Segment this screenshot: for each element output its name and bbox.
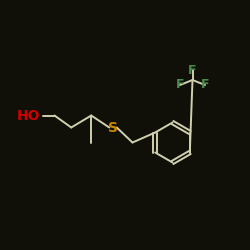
Text: F: F bbox=[176, 78, 184, 92]
Text: F: F bbox=[201, 78, 209, 92]
Text: S: S bbox=[108, 120, 118, 134]
Text: HO: HO bbox=[17, 108, 40, 122]
Text: F: F bbox=[188, 64, 197, 76]
